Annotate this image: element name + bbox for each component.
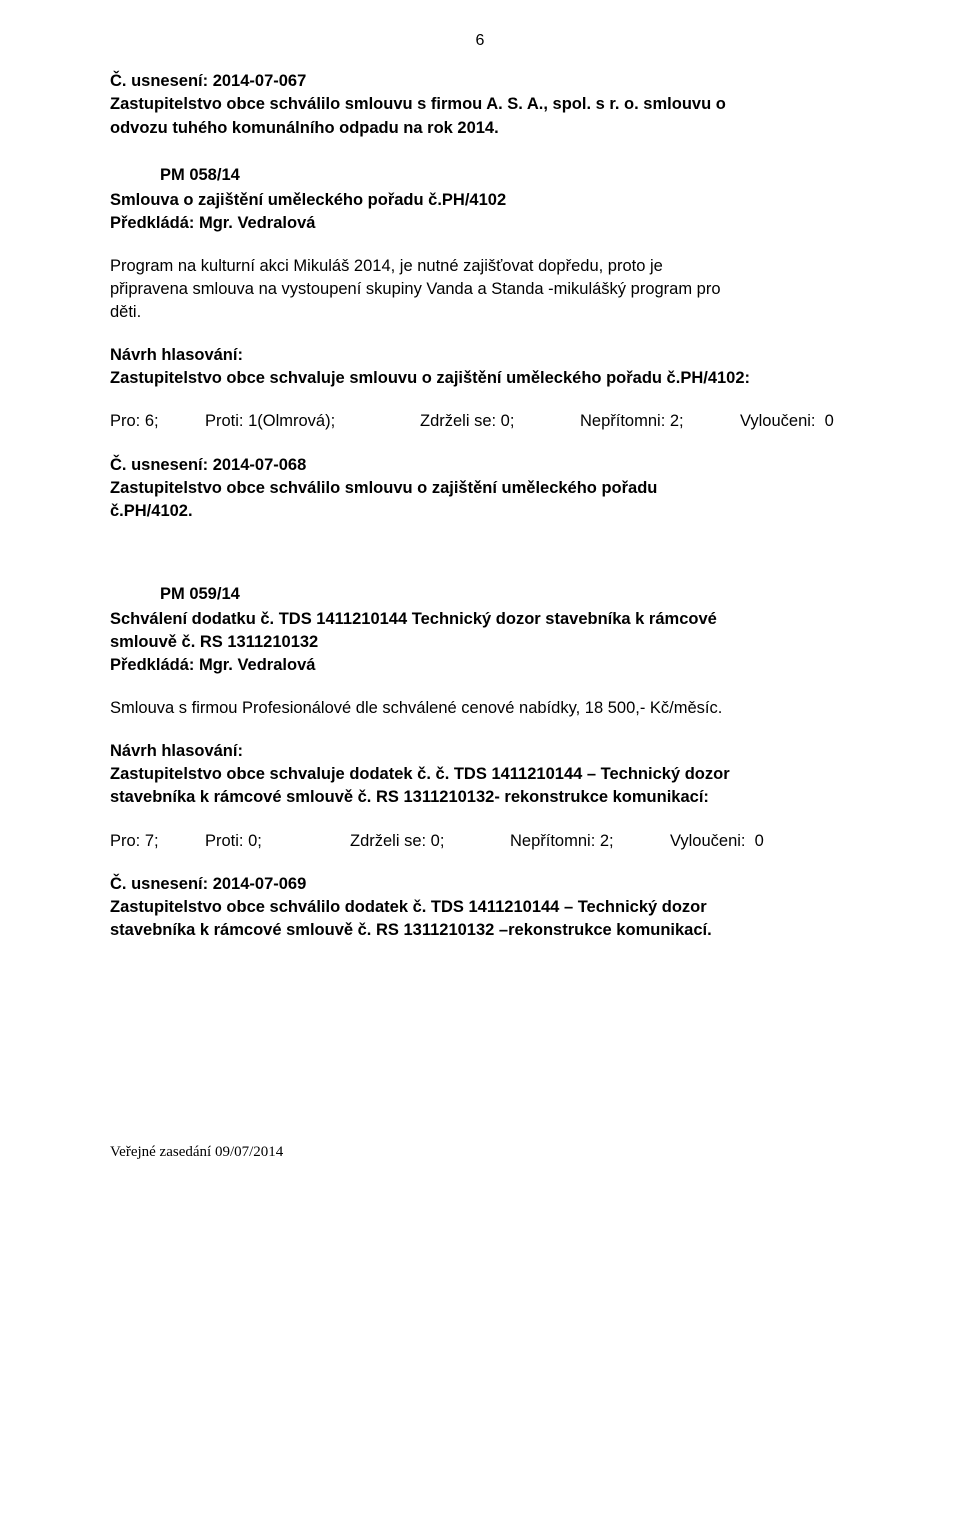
resolution-text: Zastupitelstvo obce schválilo dodatek č.… [110, 896, 850, 919]
vote-pro: Pro: 7; [110, 830, 205, 853]
footer: Veřejné zasedání 09/07/2014 [110, 1142, 850, 1163]
vote-vylouceni: Vyloučeni: 0 [740, 410, 834, 433]
vote-zdrzeli: Zdrželi se: 0; [420, 410, 580, 433]
proposal-label: Návrh hlasování: [110, 740, 850, 763]
proposal-text: Zastupitelstvo obce schvaluje dodatek č.… [110, 763, 850, 786]
resolution-number: Č. usnesení: 2014-07-069 [110, 873, 850, 896]
vote-proti: Proti: 0; [205, 830, 350, 853]
proposal-label: Návrh hlasování: [110, 344, 850, 367]
resolution-069: Č. usnesení: 2014-07-069 Zastupitelstvo … [110, 873, 850, 942]
proposal-text: Zastupitelstvo obce schvaluje smlouvu o … [110, 367, 850, 390]
resolution-text: č.PH/4102. [110, 500, 850, 523]
resolution-text: Zastupitelstvo obce schválilo smlouvu s … [110, 93, 850, 116]
body-line: Program na kulturní akci Mikuláš 2014, j… [110, 255, 850, 278]
pm-body: Program na kulturní akci Mikuláš 2014, j… [110, 255, 850, 324]
pm-heading: PM 059/14 [160, 583, 850, 606]
vote-nepritomni: Nepřítomni: 2; [580, 410, 740, 433]
vote-row: Pro: 6; Proti: 1(Olmrová); Zdrželi se: 0… [110, 410, 850, 433]
vote-proti: Proti: 1(Olmrová); [205, 410, 420, 433]
resolution-text: stavebníka k rámcové smlouvě č. RS 13112… [110, 919, 850, 942]
pm-title-line: Schválení dodatku č. TDS 1411210144 Tech… [110, 608, 850, 631]
proposal-text: stavebníka k rámcové smlouvě č. RS 13112… [110, 786, 850, 809]
vote-proposal: Návrh hlasování: Zastupitelstvo obce sch… [110, 344, 850, 390]
resolution-068: Č. usnesení: 2014-07-068 Zastupitelstvo … [110, 454, 850, 523]
vote-row: Pro: 7; Proti: 0; Zdrželi se: 0; Nepříto… [110, 830, 850, 853]
vote-proposal: Návrh hlasování: Zastupitelstvo obce sch… [110, 740, 850, 809]
resolution-text: odvozu tuhého komunálního odpadu na rok … [110, 117, 850, 140]
body-line: děti. [110, 301, 850, 324]
pm-heading: PM 058/14 [160, 164, 850, 187]
resolution-text: Zastupitelstvo obce schválilo smlouvu o … [110, 477, 850, 500]
vote-pro: Pro: 6; [110, 410, 205, 433]
pm-body: Smlouva s firmou Profesionálové dle schv… [110, 697, 850, 720]
vote-zdrzeli: Zdrželi se: 0; [350, 830, 510, 853]
pm-title-line: Smlouva o zajištění uměleckého pořadu č.… [110, 189, 850, 212]
page-number: 6 [110, 30, 850, 52]
pm-title-line: smlouvě č. RS 1311210132 [110, 631, 850, 654]
resolution-number: Č. usnesení: 2014-07-068 [110, 454, 850, 477]
vote-vylouceni: Vyloučeni: 0 [670, 830, 764, 853]
pm-presenter: Předkládá: Mgr. Vedralová [110, 212, 850, 235]
resolution-number: Č. usnesení: 2014-07-067 [110, 70, 850, 93]
vote-nepritomni: Nepřítomni: 2; [510, 830, 670, 853]
pm-presenter: Předkládá: Mgr. Vedralová [110, 654, 850, 677]
resolution-067: Č. usnesení: 2014-07-067 Zastupitelstvo … [110, 70, 850, 139]
body-line: připravena smlouva na vystoupení skupiny… [110, 278, 850, 301]
